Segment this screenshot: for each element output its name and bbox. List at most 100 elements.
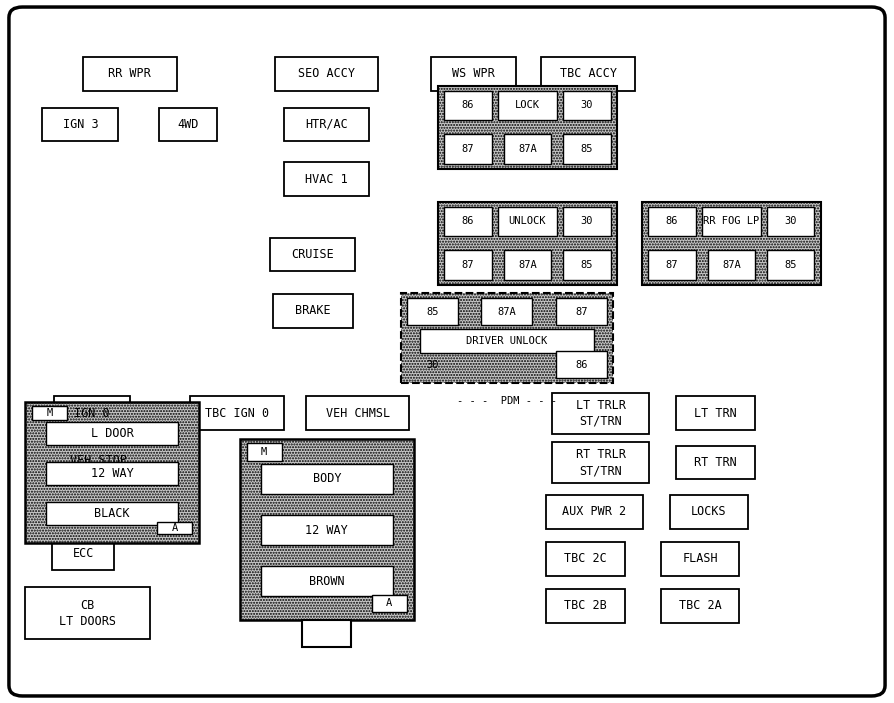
Text: 12 WAY: 12 WAY	[306, 524, 348, 536]
Bar	[546, 542, 625, 576]
Text: 87: 87	[462, 144, 474, 154]
Bar	[32, 406, 67, 420]
Text: DDM: DDM	[72, 501, 94, 514]
Bar	[556, 298, 607, 325]
Bar	[661, 589, 739, 623]
Text: TBC 2B: TBC 2B	[564, 600, 607, 612]
Text: A: A	[386, 598, 392, 609]
Bar	[159, 108, 217, 141]
Bar	[504, 250, 551, 280]
Bar	[372, 595, 407, 612]
Bar	[552, 393, 649, 434]
Bar	[498, 207, 557, 236]
Bar	[438, 202, 617, 285]
Bar	[563, 134, 611, 164]
Bar	[273, 294, 353, 328]
Text: M: M	[46, 408, 53, 418]
Text: A: A	[172, 523, 178, 533]
Bar	[82, 57, 176, 91]
Text: RR FOG LP: RR FOG LP	[704, 217, 759, 226]
Text: CRUISE: CRUISE	[291, 248, 334, 261]
Text: ECC: ECC	[72, 547, 94, 560]
Text: LOCKS: LOCKS	[691, 505, 727, 518]
Bar	[157, 522, 192, 534]
Bar	[676, 396, 755, 430]
Bar	[546, 495, 643, 529]
Text: VEH STOP: VEH STOP	[70, 454, 127, 467]
Bar	[676, 446, 755, 479]
Bar	[708, 250, 755, 280]
Text: 30: 30	[581, 217, 593, 226]
Bar	[260, 464, 393, 494]
Bar	[240, 439, 414, 620]
Text: CB
LT DOORS: CB LT DOORS	[59, 598, 116, 628]
Text: FLASH: FLASH	[682, 553, 718, 565]
Bar	[25, 586, 150, 640]
Bar	[52, 491, 114, 524]
Bar	[552, 442, 649, 483]
Text: L DOOR: L DOOR	[91, 427, 133, 440]
Text: 4WD: 4WD	[177, 118, 198, 131]
Bar	[498, 91, 557, 120]
Text: UNLOCK: UNLOCK	[509, 217, 546, 226]
Text: 85: 85	[785, 260, 797, 270]
Text: M: M	[261, 447, 267, 457]
Bar	[767, 207, 814, 236]
Bar	[438, 86, 617, 169]
Bar	[52, 444, 145, 477]
Text: LT TRN: LT TRN	[694, 407, 737, 420]
Text: RR WPR: RR WPR	[108, 67, 151, 80]
Bar	[444, 134, 492, 164]
Text: - - -  PDM - - -: - - - PDM - - -	[457, 396, 557, 406]
Text: 87: 87	[462, 260, 474, 270]
Text: TBC ACCY: TBC ACCY	[560, 67, 617, 80]
Bar	[407, 298, 458, 325]
Text: BROWN: BROWN	[309, 575, 344, 588]
Text: AUX PWR 2: AUX PWR 2	[562, 505, 627, 518]
Bar	[247, 443, 282, 461]
Text: HVAC 1: HVAC 1	[305, 173, 348, 186]
Text: 85: 85	[581, 144, 593, 154]
Text: WS WPR: WS WPR	[452, 67, 495, 80]
Text: 86: 86	[462, 101, 474, 110]
Text: HTR/AC: HTR/AC	[305, 118, 348, 131]
Text: 85: 85	[426, 307, 439, 316]
Bar	[284, 108, 368, 141]
Bar	[274, 57, 377, 91]
Bar	[46, 423, 179, 446]
Bar	[46, 462, 179, 485]
Text: 30: 30	[785, 217, 797, 226]
Bar	[431, 57, 516, 91]
Text: 30: 30	[581, 101, 593, 110]
Text: BRAKE: BRAKE	[295, 304, 331, 317]
Text: 87A: 87A	[519, 144, 536, 154]
Bar	[481, 298, 533, 325]
Text: 87A: 87A	[722, 260, 740, 270]
Text: RT TRN: RT TRN	[694, 456, 737, 469]
Text: 85: 85	[581, 260, 593, 270]
Text: 86: 86	[462, 217, 474, 226]
Text: RT TRLR
ST/TRN: RT TRLR ST/TRN	[576, 448, 626, 477]
Text: IGN 3: IGN 3	[63, 118, 98, 131]
Bar	[444, 91, 492, 120]
Text: TBC 2A: TBC 2A	[679, 600, 721, 612]
Bar	[260, 515, 393, 545]
Text: LT TRLR
ST/TRN: LT TRLR ST/TRN	[576, 399, 626, 428]
Bar	[648, 250, 696, 280]
Text: TBC 2C: TBC 2C	[564, 553, 607, 565]
Bar	[52, 536, 114, 570]
Text: 86: 86	[575, 360, 587, 370]
Bar	[401, 293, 613, 383]
Bar	[302, 620, 351, 647]
Bar	[46, 502, 179, 525]
Bar	[260, 567, 393, 596]
Bar	[563, 91, 611, 120]
Text: 87: 87	[666, 260, 678, 270]
Text: 87A: 87A	[519, 260, 536, 270]
Bar	[42, 108, 118, 141]
Text: SEO ACCY: SEO ACCY	[298, 67, 355, 80]
Bar	[767, 250, 814, 280]
Bar	[556, 352, 607, 378]
Bar	[444, 250, 492, 280]
Bar	[419, 329, 595, 353]
